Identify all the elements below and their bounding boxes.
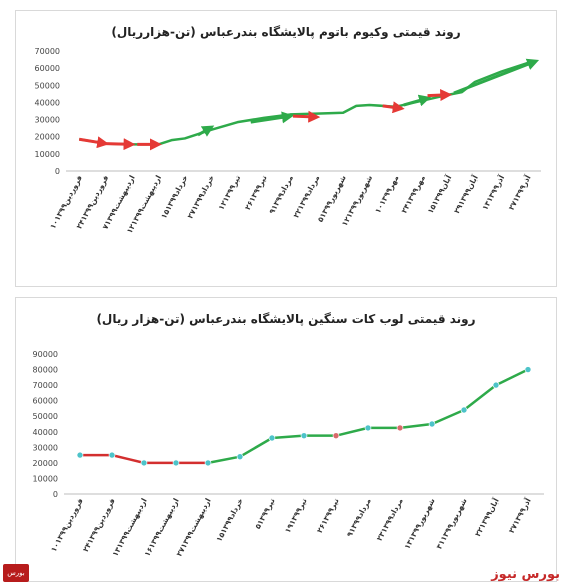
x-tick-label: ۱۶اردیبهشت۱۳۹۹	[142, 497, 180, 558]
x-tick-label: ۱۵خرداد۱۳۹۹	[214, 497, 244, 543]
data-point	[428, 420, 436, 428]
series-segment	[239, 436, 273, 458]
y-tick-label: 50000	[35, 81, 60, 90]
x-tick-label: ۲۷آذر۱۳۹۹	[506, 173, 533, 212]
x-tick-label: ۲۲مرداد۱۳۹۹	[291, 173, 321, 219]
x-tick-label: ۲۶تیر۱۳۹۹	[243, 174, 269, 212]
data-point	[396, 424, 404, 432]
x-tick-label: ۱۰مهر۱۳۹۹	[373, 173, 401, 214]
x-tick-label: ۱۹تیر۱۳۹۹	[283, 497, 309, 535]
x-tick-label: ۱۰فروردین۱۳۹۹	[49, 497, 85, 554]
x-tick-label: ۲۷اردیبهشت۱۳۹۹	[174, 497, 212, 558]
trend-arrow-up	[250, 111, 294, 124]
x-tick-label: ۱۵خرداد۱۳۹۹	[159, 174, 189, 220]
trend-arrow-down	[382, 101, 405, 114]
y-tick-label: 20000	[33, 459, 58, 468]
y-tick-label: 0	[55, 167, 60, 176]
trend-arrow-down	[78, 136, 110, 149]
x-tick-label: ۱۲تیر۱۳۹۹	[216, 174, 242, 212]
data-point	[460, 406, 468, 414]
data-point	[140, 459, 148, 467]
trend-arrow-down	[105, 138, 136, 151]
y-tick-label: 40000	[35, 98, 60, 107]
trend-arrow-up	[403, 94, 431, 107]
x-tick-label: ۲۹آبان۱۳۹۹	[451, 173, 480, 215]
trend-arrow-down	[427, 89, 453, 102]
brand-name: بورس نیوز	[491, 567, 560, 582]
y-tick-label: 80000	[33, 366, 58, 375]
chart-panel-vacuum-bottom: روند قیمتی وکیوم باتوم پالایشگاه بندرعبا…	[15, 10, 557, 287]
data-point	[332, 432, 340, 439]
x-tick-label: ۳۱شهریور۱۳۹۹	[434, 497, 468, 551]
data-point	[172, 459, 180, 467]
y-tick-label: 0	[53, 490, 58, 499]
trend-arrow-up	[197, 125, 215, 137]
data-point	[268, 434, 276, 442]
y-tick-label: 10000	[33, 474, 58, 483]
trend-arrow-down	[292, 110, 321, 123]
series-segment	[495, 368, 529, 387]
x-tick-label: ۱۳شهریور۱۳۹۹	[402, 497, 436, 551]
series-segment	[463, 384, 497, 411]
x-tick-label: ۲۳مرداد۱۳۹۹	[375, 496, 405, 542]
y-tick-label: 70000	[35, 47, 60, 56]
y-tick-label: 60000	[35, 64, 60, 73]
series-segment	[111, 453, 145, 465]
data-point	[492, 381, 500, 389]
x-tick-label: ۵تیر۱۳۹۹	[253, 497, 277, 531]
brand-logo: بورس	[3, 564, 29, 582]
trend-arrow-up	[453, 58, 540, 95]
y-tick-label: 90000	[33, 350, 58, 359]
chart-canvas: 700006000050000400003000020000100000۱۰فر…	[35, 47, 541, 235]
y-tick-label: 30000	[35, 116, 60, 125]
data-point	[204, 459, 212, 467]
x-tick-label: ۹مرداد۱۳۹۹	[267, 173, 295, 215]
y-tick-label: 60000	[33, 397, 58, 406]
y-tick-label: 70000	[33, 381, 58, 390]
y-tick-label: 50000	[33, 412, 58, 421]
x-tick-label: ۲۶تیر۱۳۹۹	[315, 497, 341, 535]
series-line	[78, 61, 529, 146]
data-point	[76, 451, 84, 459]
x-tick-label: ۲۲آبان۱۳۹۹	[472, 496, 501, 538]
data-point	[364, 424, 372, 432]
data-point	[108, 451, 116, 459]
y-tick-label: 40000	[33, 428, 58, 437]
y-tick-label: 30000	[33, 443, 58, 452]
x-tick-label: ۲۷آذر۱۳۹۹	[506, 496, 533, 535]
x-tick-label: ۲۴مهر۱۳۹۹	[399, 173, 427, 214]
data-point	[236, 453, 244, 460]
chart-title: روند قیمتی وکیوم باتوم پالایشگاه بندرعبا…	[111, 25, 461, 39]
data-point	[300, 432, 308, 439]
y-tick-label: 20000	[35, 133, 60, 142]
series-segment	[207, 455, 241, 465]
series-segment	[431, 408, 465, 426]
series-segment	[271, 434, 305, 440]
data-point	[524, 366, 532, 373]
x-tick-label: ۱۵آبان۱۳۹۹	[425, 173, 454, 215]
x-tick-label: ۲۷خرداد۱۳۹۹	[186, 174, 216, 220]
x-tick-label: ۱۳آذر۱۳۹۹	[479, 173, 506, 212]
series-segment	[335, 426, 369, 437]
y-tick-label: 10000	[35, 150, 60, 159]
x-tick-label: ۲۴فروردین۱۳۹۹	[81, 497, 117, 554]
x-tick-label: ۱۳اردیبهشت۱۳۹۹	[110, 497, 148, 558]
x-tick-label: ۹مرداد۱۳۹۹	[345, 496, 373, 538]
series-segment	[399, 422, 433, 430]
chart-panel-heavy-lube-cut: روند قیمتی لوب کات سنگین پالایشگاه بندرع…	[15, 297, 557, 582]
chart-title: روند قیمتی لوب کات سنگین پالایشگاه بندرع…	[96, 312, 476, 326]
chart-canvas: 90000 80000 70000 60000 50000 40000 30000 20000…	[33, 350, 544, 558]
